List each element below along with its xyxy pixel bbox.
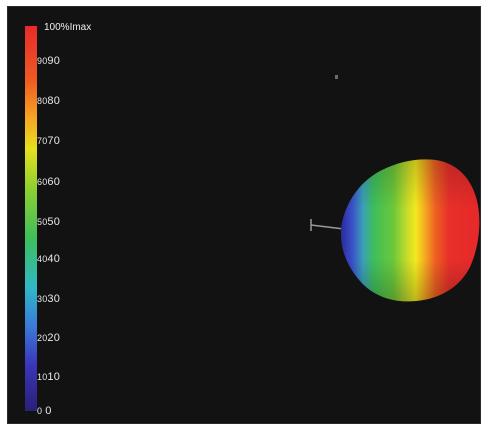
tick-label-20: 2020 [37,332,61,344]
scale-max-label: 100%Imax [44,22,92,33]
tick-label-60: 6060 [37,176,61,188]
scale-tick-labels: 9090 8080 7070 6060 5050 4040 3030 2020 … [0,0,140,427]
probe-pin [310,219,345,231]
tick-label-50: 5050 [37,216,61,228]
tick-label-80: 8080 [37,95,61,107]
tick-label-90: 9090 [37,55,61,67]
intensity-blob [340,159,480,302]
tick-label-40: 4040 [37,253,61,265]
tick-label-10: 1010 [37,371,61,383]
marker-dot [335,75,338,79]
tick-label-70: 7070 [37,135,61,147]
tick-label-0: 0 0 [37,405,52,417]
tick-label-30: 3030 [37,293,61,305]
visualization-panel [7,6,481,424]
color-scale-bar [25,26,37,411]
scene-canvas [25,26,480,411]
